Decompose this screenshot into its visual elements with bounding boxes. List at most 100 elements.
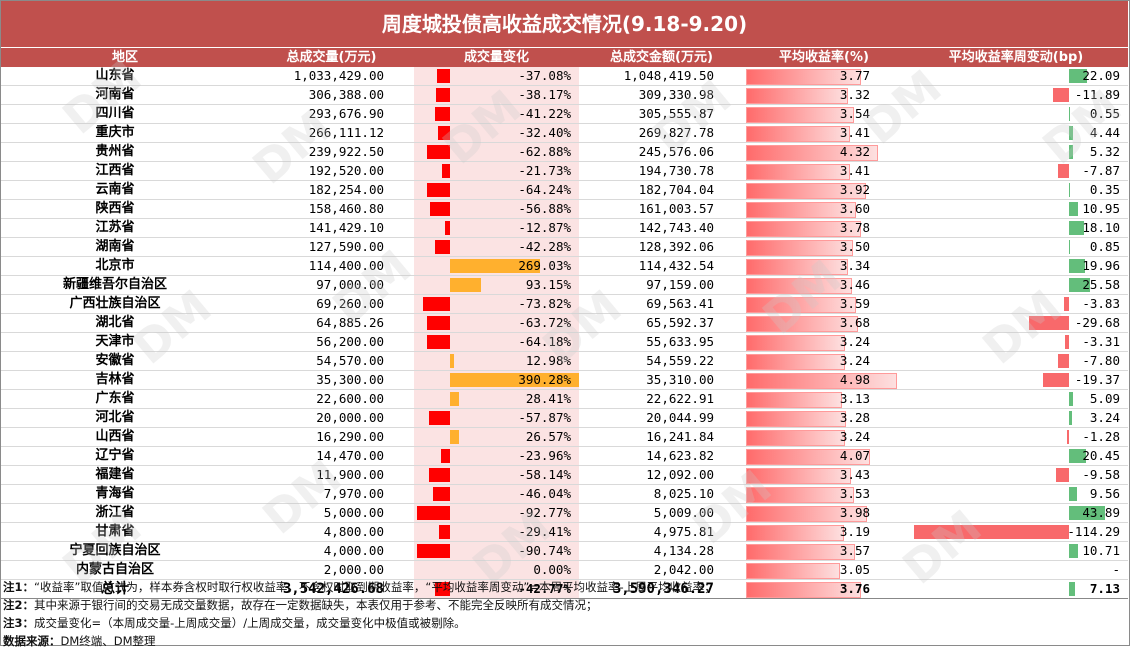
yield-cell: 3.50	[744, 238, 904, 257]
volume-cell: 182,254.00	[249, 181, 414, 200]
yield-value: 3.68	[840, 314, 870, 332]
yield-cell: 3.53	[744, 485, 904, 504]
header-amount: 总成交金额(万元)	[579, 48, 744, 67]
volume-change-value: -38.17%	[518, 86, 571, 104]
volume-cell: 114,400.00	[249, 257, 414, 276]
amount-cell: 1,048,419.50	[579, 67, 744, 86]
yield-change-value: 19.96	[1082, 257, 1120, 275]
yield-bar	[746, 468, 851, 484]
region-cell: 广东省	[1, 390, 249, 409]
volume-change-cell: -32.40%	[414, 124, 579, 143]
volume-cell: 2,000.00	[249, 561, 414, 580]
yield-value: 3.77	[840, 67, 870, 85]
note-3: 注3：成交量变化=（本周成交量-上周成交量）/上周成交量，成交量变化中极值或被剔…	[3, 614, 716, 632]
volume-change-cell: -62.88%	[414, 143, 579, 162]
yield-change-value: 43.89	[1082, 504, 1120, 522]
region-cell: 安徽省	[1, 352, 249, 371]
yield-value: 3.92	[840, 181, 870, 199]
volume-cell: 64,885.26	[249, 314, 414, 333]
yield-change-cell: -29.68	[904, 314, 1128, 333]
yield-change-bar	[914, 525, 1069, 539]
volume-cell: 158,460.80	[249, 200, 414, 219]
yield-change-cell: 10.95	[904, 200, 1128, 219]
yield-change-bar	[1069, 544, 1078, 558]
yield-cell: 3.59	[744, 295, 904, 314]
volume-change-cell: -42.28%	[414, 238, 579, 257]
amount-cell: 97,159.00	[579, 276, 744, 295]
yield-bar	[746, 487, 854, 503]
volume-change-bar	[435, 107, 450, 121]
yield-bar	[746, 88, 848, 104]
volume-change-bar	[427, 316, 450, 330]
yield-value: 3.53	[840, 485, 870, 503]
yield-change-value: -	[1112, 561, 1120, 579]
yield-bar	[746, 240, 853, 256]
yield-bar	[746, 411, 846, 427]
volume-change-bar	[439, 525, 450, 539]
amount-cell: 128,392.06	[579, 238, 744, 257]
yield-change-value: 9.56	[1090, 485, 1120, 503]
region-cell: 内蒙古自治区	[1, 561, 249, 580]
region-cell: 北京市	[1, 257, 249, 276]
amount-cell: 4,134.28	[579, 542, 744, 561]
yield-cell: 3.32	[744, 86, 904, 105]
yield-change-value: 25.58	[1082, 276, 1120, 294]
yield-change-value: 0.35	[1090, 181, 1120, 199]
volume-cell: 192,520.00	[249, 162, 414, 181]
yield-value: 3.46	[840, 276, 870, 294]
volume-change-bar	[445, 221, 450, 235]
yield-change-value: -1.28	[1082, 428, 1120, 446]
yield-change-cell: 5.09	[904, 390, 1128, 409]
volume-change-cell: -58.14%	[414, 466, 579, 485]
volume-change-cell: -73.82%	[414, 295, 579, 314]
yield-change-cell: 7.13	[904, 580, 1128, 599]
yield-bar	[746, 354, 845, 370]
yield-change-bar	[1069, 126, 1073, 140]
yield-change-bar	[1069, 392, 1073, 406]
yield-change-value: 0.85	[1090, 238, 1120, 256]
amount-cell: 14,623.82	[579, 447, 744, 466]
yield-change-bar	[1058, 164, 1069, 178]
amount-cell: 142,743.40	[579, 219, 744, 238]
volume-change-bar	[417, 506, 450, 520]
yield-bar	[746, 259, 848, 275]
yield-cell: 3.54	[744, 105, 904, 124]
yield-cell: 3.24	[744, 428, 904, 447]
yield-change-bar	[1053, 88, 1069, 102]
volume-change-cell: 269.03%	[414, 257, 579, 276]
volume-change-value: -57.87%	[518, 409, 571, 427]
yield-change-value: -9.58	[1082, 466, 1120, 484]
yield-change-bar	[1069, 487, 1077, 501]
volume-cell: 4,000.00	[249, 542, 414, 561]
yield-change-cell: -114.29	[904, 523, 1128, 542]
yield-value: 3.34	[840, 257, 870, 275]
yield-change-value: -7.80	[1082, 352, 1120, 370]
volume-change-bar	[442, 164, 450, 178]
amount-cell: 161,003.57	[579, 200, 744, 219]
yield-change-value: 20.45	[1082, 447, 1120, 465]
yield-cell: 3.13	[744, 390, 904, 409]
region-cell: 陕西省	[1, 200, 249, 219]
region-cell: 河北省	[1, 409, 249, 428]
region-cell: 吉林省	[1, 371, 249, 390]
region-cell: 云南省	[1, 181, 249, 200]
volume-change-value: -64.18%	[518, 333, 571, 351]
yield-value: 3.24	[840, 352, 870, 370]
yield-cell: 4.98	[744, 371, 904, 390]
volume-change-value: -37.08%	[518, 67, 571, 85]
volume-change-cell: -57.87%	[414, 409, 579, 428]
yield-cell: 3.92	[744, 181, 904, 200]
volume-cell: 293,676.90	[249, 105, 414, 124]
yield-value: 3.19	[840, 523, 870, 541]
yield-change-cell: 0.55	[904, 105, 1128, 124]
yield-bar	[746, 164, 850, 180]
amount-cell: 54,559.22	[579, 352, 744, 371]
volume-change-cell: -38.17%	[414, 86, 579, 105]
volume-cell: 22,600.00	[249, 390, 414, 409]
